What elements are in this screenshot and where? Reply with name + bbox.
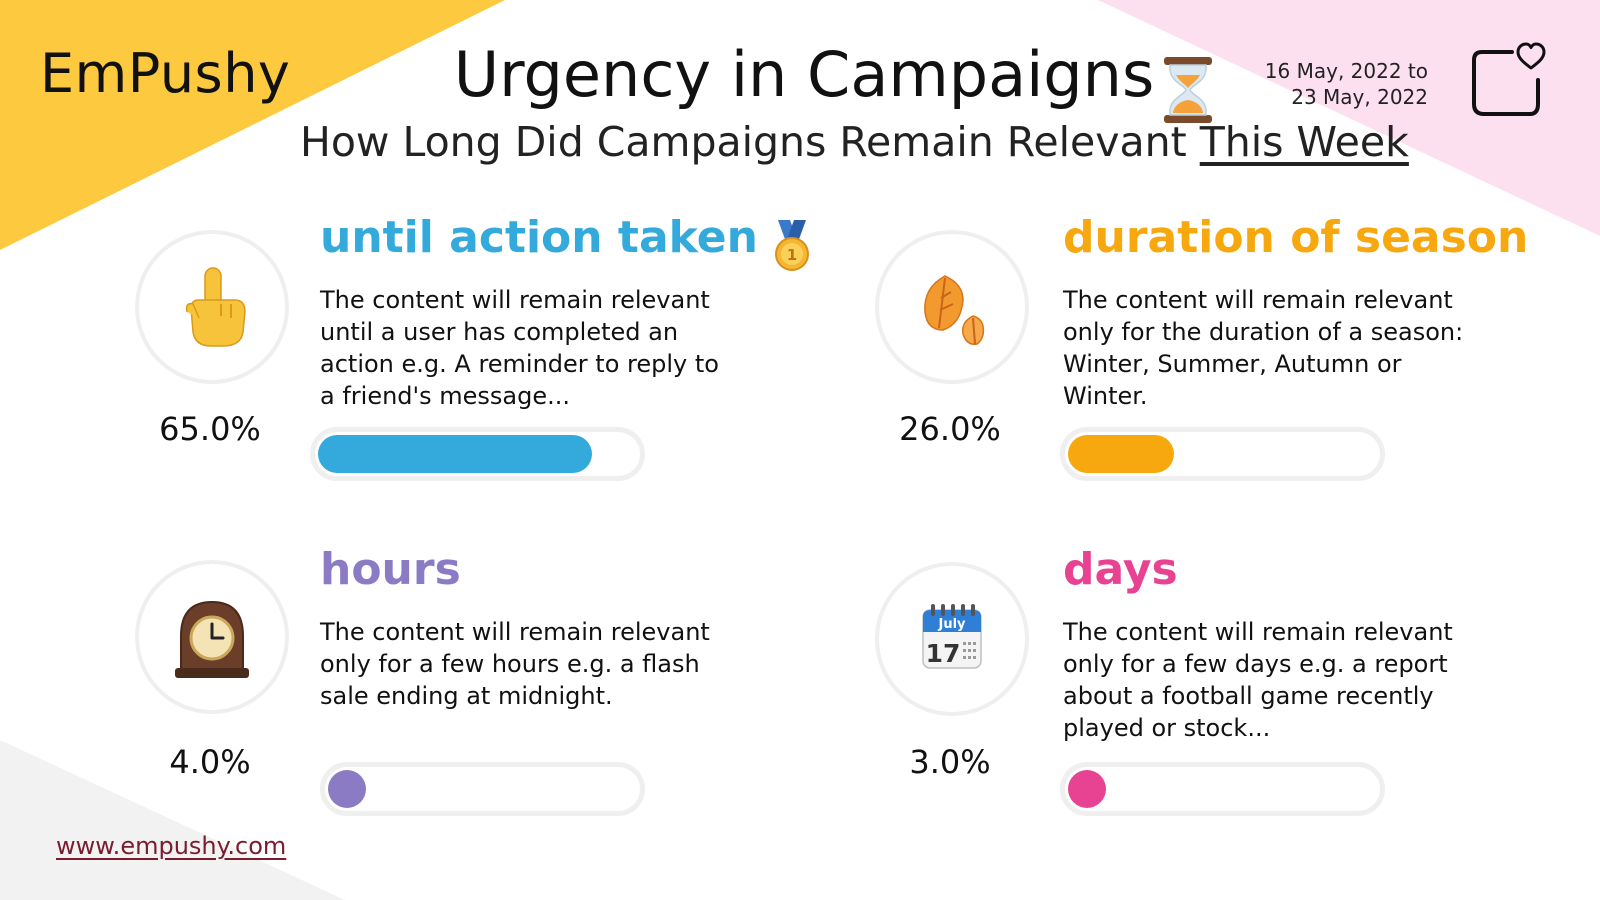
- svg-text:1: 1: [787, 246, 797, 264]
- hourglass-icon: [1160, 55, 1216, 129]
- progress-bar-duration-of-season: [1068, 435, 1175, 473]
- page-title: Urgency in Campaigns: [453, 38, 1155, 111]
- category-label: until action taken: [320, 212, 758, 263]
- first-place-medal-icon: 1: [770, 218, 814, 278]
- page-subtitle: How Long Did Campaigns Remain Relevant T…: [300, 118, 1409, 166]
- date-range-start: 16 May, 2022 to: [1264, 59, 1428, 83]
- icon-circle-duration-of-season: [875, 230, 1029, 384]
- category-title-days: days: [1063, 544, 1178, 595]
- description-duration-of-season: The content will remain relevant only fo…: [1063, 286, 1464, 410]
- brand-logo: EmPushy: [40, 42, 291, 105]
- description-hours: The content will remain relevant only fo…: [320, 618, 710, 710]
- value-label-until-action-taken: 65.0%: [159, 410, 261, 448]
- category-title-until-action-taken: until action taken 1: [320, 212, 814, 278]
- website-link[interactable]: www.empushy.com: [56, 832, 287, 860]
- falling-leaves-icon: [924, 275, 985, 346]
- subtitle-emphasis: This Week: [1199, 118, 1409, 166]
- value-label-duration-of-season: 26.0%: [899, 410, 1001, 448]
- description-days: The content will remain relevant only fo…: [1063, 618, 1453, 742]
- progress-bar-days: [1068, 770, 1106, 808]
- progress-bar-until-action-taken: [318, 435, 592, 473]
- description-until-action-taken: The content will remain relevant until a…: [320, 286, 719, 410]
- value-label-hours: 4.0%: [169, 743, 251, 781]
- category-label: days: [1063, 544, 1178, 595]
- date-range-end: 23 May, 2022: [1291, 85, 1428, 109]
- subtitle-text: How Long Did Campaigns Remain Relevant: [300, 118, 1187, 166]
- mantelpiece-clock-icon: [175, 600, 249, 678]
- app-heart-icon: [1468, 42, 1548, 126]
- date-range: 16 May, 2022 to 23 May, 2022: [1265, 58, 1428, 110]
- category-title-duration-of-season: duration of season: [1063, 212, 1528, 263]
- progress-track-hours: [320, 762, 645, 816]
- value-label-days: 3.0%: [909, 743, 991, 781]
- icon-circle-until-action-taken: [135, 230, 289, 384]
- progress-bar-hours: [328, 770, 366, 808]
- category-label: duration of season: [1063, 212, 1529, 263]
- icon-circle-days: July 17: [875, 562, 1029, 716]
- yellow-corner: [0, 0, 505, 250]
- category-title-hours: hours: [320, 544, 461, 595]
- progress-track-days: [1060, 762, 1385, 816]
- calendar-month: July: [937, 617, 966, 632]
- pointing-hand-icon: [185, 267, 246, 347]
- calendar-icon: July 17: [922, 604, 982, 669]
- progress-track-duration-of-season: [1060, 427, 1385, 481]
- icon-circle-hours: [135, 560, 289, 714]
- category-label: hours: [320, 544, 461, 595]
- progress-track-until-action-taken: [310, 427, 645, 481]
- grey-corner: [0, 740, 345, 900]
- title-block: Urgency in Campaigns: [300, 38, 1370, 129]
- calendar-day: 17: [926, 639, 961, 668]
